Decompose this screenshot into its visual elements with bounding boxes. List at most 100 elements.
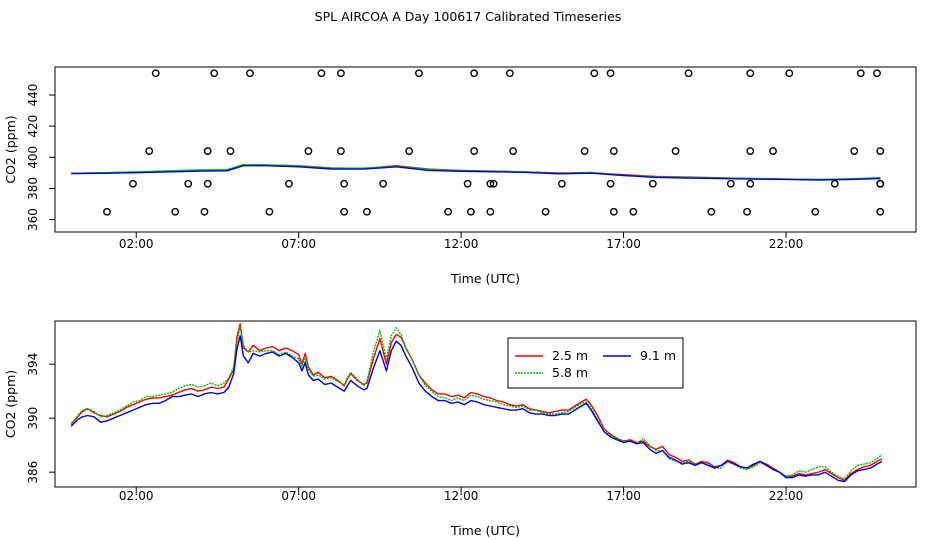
calibration-point [606, 69, 615, 78]
y-axis-title: CO2 (ppm) [3, 115, 18, 183]
calibration-point [629, 207, 638, 216]
calibration-point [200, 207, 209, 216]
x-tick-label: 17:00 [606, 237, 641, 251]
calibration-point [609, 147, 618, 155]
x-tick-label: 17:00 [606, 489, 641, 503]
calibration-point [340, 207, 349, 216]
calibration-point [743, 207, 751, 216]
plot-frame [54, 66, 917, 233]
y-tick-label: 420 [26, 115, 40, 138]
plot-frame [54, 320, 917, 488]
y-axis-title: CO2 (ppm) [3, 370, 18, 438]
calibration-point [405, 147, 414, 155]
calibration-point [145, 147, 154, 155]
calibration-point [746, 69, 755, 78]
x-tick-label: 12:00 [444, 489, 479, 503]
calibration-point [444, 207, 453, 216]
x-tick-label: 12:00 [444, 237, 479, 251]
calibration-point [746, 147, 755, 155]
top-panel: 02:00 07:00 12:00 17:00 22:00 Time (UTC) 360 38… [3, 66, 917, 286]
calibration-point [210, 69, 219, 78]
calibration-point [226, 147, 235, 155]
calibration-point [203, 147, 212, 155]
x-axis-title: Time (UTC) [450, 271, 520, 286]
bottom-panel: 02:00 07:00 12:00 17:00 22:00 Time (UTC) 386 39… [3, 320, 917, 538]
x-tick-label: 22:00 [769, 489, 804, 503]
y-tick-label: 360 [26, 208, 40, 231]
calibration-point [285, 179, 293, 188]
calibration-point [769, 147, 777, 155]
x-tick-label: 07:00 [281, 489, 316, 503]
calibration-point [707, 207, 716, 216]
calibration-point [684, 69, 693, 78]
calibration-point [203, 179, 212, 188]
calibration-point [785, 69, 794, 78]
calibration-point [850, 147, 859, 155]
calibration-point [184, 179, 193, 188]
x-tick-label: 02:00 [119, 237, 154, 251]
calibration-point [648, 179, 657, 188]
calibration-point [466, 207, 475, 216]
y-tick-label: 400 [26, 146, 40, 169]
x-tick-label: 07:00 [281, 237, 316, 251]
calibration-point [337, 147, 345, 155]
y-tick-label: 440 [26, 84, 40, 107]
calibration-point [876, 179, 885, 188]
y-tick-label: 380 [26, 177, 40, 200]
calibration-point [811, 207, 820, 216]
x-tick-label: 02:00 [119, 489, 154, 503]
calibration-point [505, 69, 514, 78]
calibration-point [470, 147, 479, 155]
calibration-point [340, 179, 349, 188]
calibration-point [489, 179, 498, 188]
calibration-point [171, 207, 180, 216]
calibration-point [606, 179, 615, 188]
calibration-point [317, 69, 326, 78]
calibration-point [876, 147, 885, 155]
calibration-point [103, 207, 111, 216]
calibration-point [470, 69, 479, 78]
calibration-point [557, 179, 566, 188]
calibration-point [486, 207, 495, 216]
series-line-5-8-m [70, 325, 883, 480]
legend-box [507, 337, 684, 389]
legend-label: 2.5 m [552, 348, 588, 363]
data-layer [70, 323, 883, 483]
y-tick-label: 386 [26, 461, 40, 484]
calibration-point [509, 147, 518, 155]
legend-label: 5.8 m [552, 365, 588, 380]
calibration-point [379, 179, 388, 188]
calibration-point [414, 69, 423, 78]
calibration-point [463, 179, 472, 188]
calibration-point [363, 207, 371, 216]
calibration-point [830, 179, 839, 188]
calibration-point [337, 69, 345, 78]
x-axis-title: Time (UTC) [450, 523, 520, 538]
legend: 2.5 m 9.1 m 5.8 m [507, 337, 684, 389]
calibration-point [151, 69, 160, 78]
calibration-point [129, 179, 137, 188]
calibration-point [486, 179, 495, 188]
calibration-point [671, 147, 680, 155]
calibration-point [873, 69, 881, 78]
calibration-point [246, 69, 254, 78]
calibration-point [304, 147, 313, 155]
x-tick-label: 22:00 [769, 237, 804, 251]
calibration-point [580, 147, 589, 155]
y-tick-label: 394 [26, 353, 40, 376]
figure-title: SPL AIRCOA A Day 100617 Calibrated Times… [315, 9, 622, 24]
legend-label: 9.1 m [640, 348, 676, 363]
series-line-9-1-m [71, 165, 881, 181]
calibration-point [856, 69, 865, 78]
calibration-point [541, 207, 550, 216]
calibration-point [265, 207, 274, 216]
calibration-point [590, 69, 599, 78]
calibration-point [876, 207, 885, 216]
y-tick-label: 390 [26, 407, 40, 430]
calibration-point [726, 179, 735, 188]
calibration-point [746, 179, 755, 188]
calibration-point [609, 207, 618, 216]
data-layer [71, 69, 885, 216]
